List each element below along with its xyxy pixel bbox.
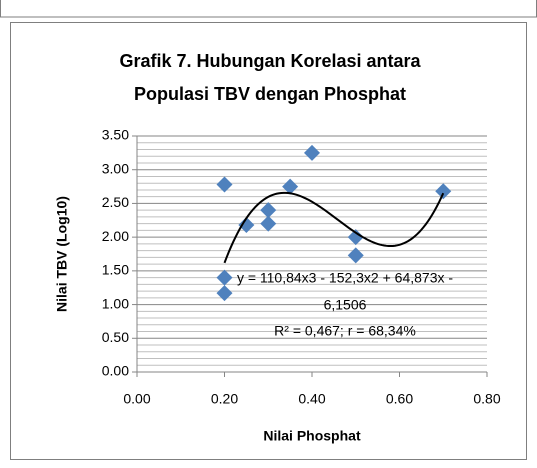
trendline [223,191,445,264]
marker [238,217,255,234]
trendline-annotation: y = 110,84x3 - 152,3x2 + 64,873x - [237,270,453,286]
marker [260,202,277,219]
marker [304,144,320,161]
x-tick-label: 0.40 [298,391,325,407]
chart-title: Grafik 7. Hubungan Korelasi antara [119,51,421,71]
y-axis-title: Nilai TBV (Log10) [54,196,70,312]
y-tick-label: 2.50 [102,194,129,210]
x-tick-label: 0.60 [386,391,413,407]
marker [216,285,233,302]
y-tick-label: 2.00 [102,228,129,244]
x-axis-title: Nilai Phosphat [263,428,361,444]
chart-frame [10,22,527,460]
marker [216,176,233,193]
x-tick-label: 0.20 [211,391,238,407]
y-tick-label: 0.50 [102,329,129,345]
y-tick-label: 3.00 [102,160,129,176]
trendline-annotation: 6,1506 [324,297,367,313]
x-tick-label: 0.00 [123,391,150,407]
y-tick-label: 1.50 [102,262,129,278]
y-tick-label: 3.50 [102,127,129,143]
x-tick-label: 0.80 [473,391,500,407]
marker [216,269,233,286]
previous-chart-edge [0,0,537,18]
marker [260,215,277,232]
marker [282,178,299,195]
y-tick-label: 0.00 [102,363,129,379]
marker [435,183,452,200]
trendline-annotation: R² = 0,467; r = 68,34% [274,323,416,339]
chart-title: Populasi TBV dengan Phosphat [134,84,406,104]
marker [347,229,364,246]
y-tick-label: 1.00 [102,295,129,311]
marker [347,247,364,264]
